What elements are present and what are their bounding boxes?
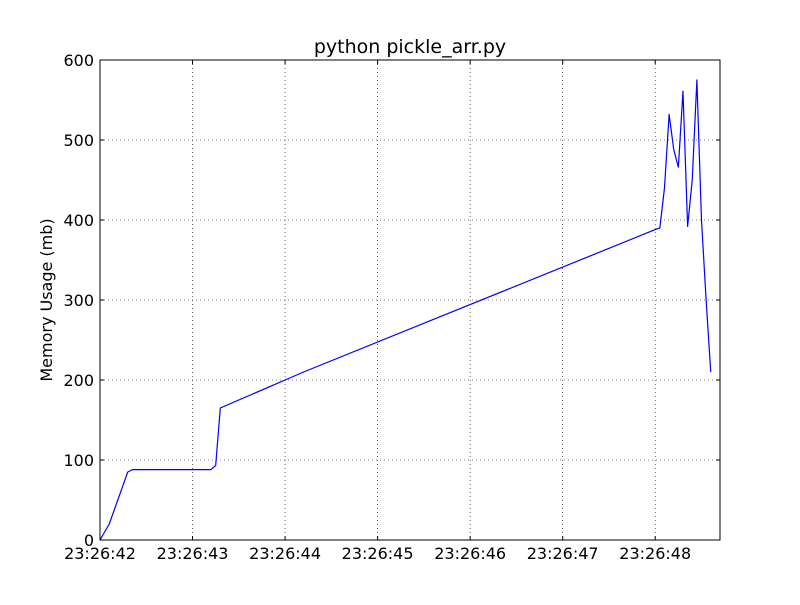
y-tick-label: 100 <box>63 451 94 470</box>
x-tick-label: 23:26:47 <box>527 544 599 563</box>
x-tick-label: 23:26:45 <box>342 544 414 563</box>
x-tick-label: 23:26:44 <box>249 544 321 563</box>
chart-title: python pickle_arr.py <box>314 36 506 58</box>
x-tick-label: 23:26:46 <box>434 544 506 563</box>
y-tick-label: 400 <box>63 211 94 230</box>
x-tick-label: 23:26:42 <box>64 544 136 563</box>
y-tick-label: 600 <box>63 51 94 70</box>
y-tick-label: 300 <box>63 291 94 310</box>
y-tick-label: 500 <box>63 131 94 150</box>
x-tick-label: 23:26:43 <box>157 544 229 563</box>
x-tick-label: 23:26:48 <box>619 544 691 563</box>
y-axis-label: Memory Usage (mb) <box>37 218 56 381</box>
y-tick-label: 0 <box>84 531 94 550</box>
memory-usage-series-line <box>99 79 712 541</box>
series-layer <box>99 79 712 541</box>
y-tick-label: 200 <box>63 371 94 390</box>
tick-layer: 23:26:42 23:26:43 23:26:44 23:26:45 23:26:46… <box>63 51 720 563</box>
